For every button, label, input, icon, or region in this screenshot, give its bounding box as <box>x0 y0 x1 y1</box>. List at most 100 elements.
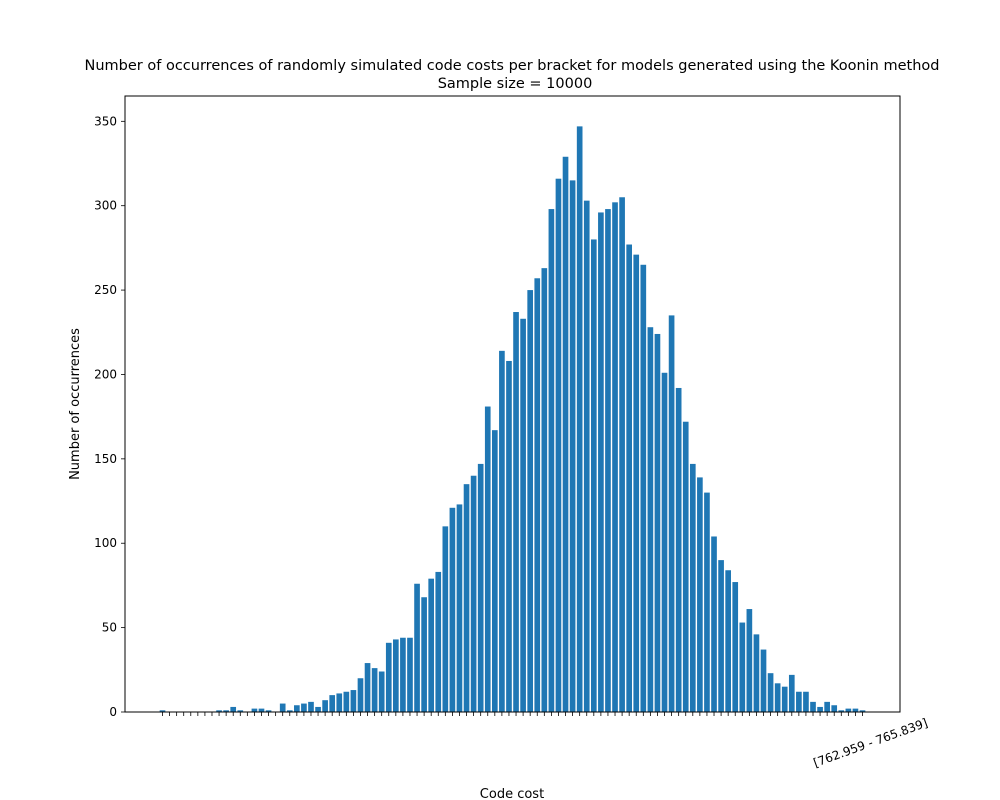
bar <box>845 708 852 712</box>
y-tick-label: 250 <box>94 283 117 297</box>
x-ticks-group: [762.959 - 765.839] <box>162 712 930 770</box>
bar <box>491 430 498 712</box>
bar <box>548 209 555 712</box>
bar <box>796 691 802 712</box>
bar <box>718 560 724 712</box>
bar <box>661 372 668 712</box>
bar <box>852 708 859 712</box>
bar <box>725 570 731 712</box>
bar <box>534 278 541 712</box>
bar <box>357 678 364 712</box>
bar <box>619 197 625 712</box>
bar <box>520 318 526 712</box>
bar <box>315 706 321 712</box>
y-tick-label: 0 <box>109 705 117 719</box>
bar <box>159 710 166 712</box>
bar <box>463 484 470 712</box>
x-tick-label: [762.959 - 765.839] <box>811 716 929 770</box>
bar <box>393 639 399 712</box>
bar <box>753 634 760 712</box>
bar <box>668 315 675 712</box>
bar <box>400 637 406 712</box>
y-tick-label: 300 <box>94 199 117 213</box>
bar <box>803 691 809 712</box>
bar <box>633 254 640 712</box>
bar <box>484 406 491 712</box>
bar <box>343 691 350 712</box>
bar <box>378 671 385 712</box>
bar <box>279 703 286 712</box>
bar <box>626 244 632 712</box>
bar <box>499 350 505 712</box>
bar <box>322 700 328 712</box>
bar <box>329 695 336 712</box>
bar <box>732 582 739 712</box>
bar <box>640 264 647 712</box>
bar <box>583 200 590 712</box>
bar <box>569 180 576 712</box>
bar <box>576 126 583 712</box>
bar <box>781 686 788 712</box>
bar <box>421 597 427 712</box>
bar <box>831 705 838 712</box>
bar <box>477 463 484 712</box>
bar <box>258 708 265 712</box>
bar <box>810 701 816 712</box>
bar <box>428 578 435 712</box>
bar <box>838 710 845 712</box>
y-axis-label: Number of occurrences <box>68 328 83 480</box>
bar <box>824 701 830 712</box>
bar <box>456 504 463 712</box>
bar <box>689 463 696 712</box>
bar <box>336 693 343 712</box>
bar <box>562 156 569 712</box>
bar <box>788 674 795 712</box>
bar <box>371 668 378 712</box>
bar <box>230 706 237 712</box>
bar <box>449 507 456 712</box>
bar <box>527 290 534 712</box>
bar <box>697 477 703 712</box>
bar <box>470 475 477 712</box>
bar <box>704 492 710 712</box>
bar <box>364 663 371 712</box>
bar <box>859 710 866 712</box>
bar <box>739 622 746 712</box>
bar <box>286 710 293 712</box>
bar <box>541 268 548 712</box>
bar <box>216 710 222 712</box>
bar <box>760 649 767 712</box>
bar <box>442 526 449 712</box>
bar <box>385 642 392 712</box>
y-ticks-group: 0 50 100 150 200 250 300 350 <box>94 114 125 719</box>
bar <box>647 327 654 712</box>
bar <box>675 387 682 712</box>
bar <box>414 583 420 712</box>
bar <box>308 701 314 712</box>
bars-group <box>159 126 866 712</box>
bar <box>237 710 244 712</box>
plot-frame <box>124 95 901 713</box>
bar <box>251 708 258 712</box>
y-tick-label: 350 <box>94 114 117 128</box>
bar <box>774 683 781 712</box>
chart-title: Number of occurrences of randomly simula… <box>85 58 940 74</box>
bar <box>407 637 413 712</box>
bar <box>301 703 307 712</box>
bar <box>746 609 753 712</box>
bar <box>767 673 774 712</box>
bar <box>223 710 229 712</box>
bar <box>654 333 661 712</box>
y-tick-label: 200 <box>94 367 117 381</box>
bar <box>711 536 717 712</box>
bar <box>598 212 604 712</box>
bar <box>265 710 272 712</box>
bar <box>294 705 300 712</box>
bar <box>513 312 519 712</box>
y-tick-label: 50 <box>102 621 117 635</box>
bar <box>555 178 562 712</box>
bar <box>506 360 512 712</box>
bar <box>612 202 618 712</box>
bar <box>350 690 357 712</box>
